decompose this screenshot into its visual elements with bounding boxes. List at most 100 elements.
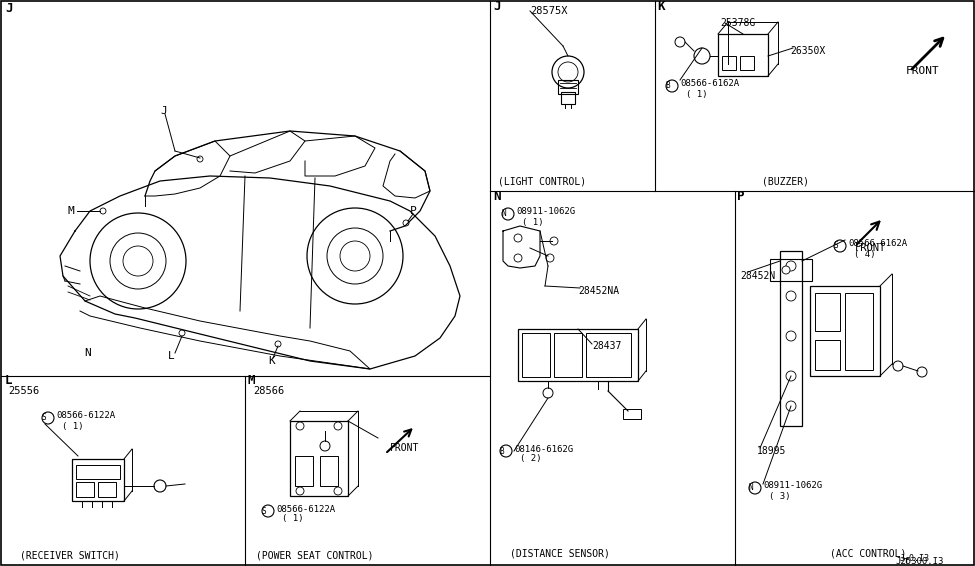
Circle shape (749, 482, 761, 494)
Text: 08146-6162G: 08146-6162G (514, 444, 573, 453)
Circle shape (786, 331, 796, 341)
Bar (561, 92, 575, 104)
Circle shape (275, 341, 281, 347)
Circle shape (327, 228, 383, 284)
Circle shape (179, 330, 185, 336)
Text: 08566-6162A: 08566-6162A (848, 239, 907, 248)
Circle shape (782, 266, 790, 274)
Text: FRONT: FRONT (855, 243, 886, 253)
Bar (320, 456, 338, 486)
Bar (718, 34, 768, 76)
Text: L: L (5, 375, 13, 388)
Bar (295, 456, 313, 486)
Bar (518, 329, 638, 381)
Circle shape (675, 37, 685, 47)
Text: (DISTANCE SENSOR): (DISTANCE SENSOR) (510, 549, 610, 559)
Bar (558, 80, 578, 94)
Text: (LIGHT CONTROL): (LIGHT CONTROL) (498, 177, 586, 187)
Text: FRONT: FRONT (906, 66, 940, 76)
Text: ( 3): ( 3) (769, 491, 791, 500)
Text: N: N (84, 348, 91, 358)
Text: B: B (499, 447, 504, 456)
Circle shape (296, 422, 304, 430)
Circle shape (500, 445, 512, 457)
Text: J25300.I3: J25300.I3 (895, 558, 944, 566)
Circle shape (100, 208, 106, 214)
Bar (586, 333, 631, 377)
Text: K: K (268, 356, 275, 366)
Text: 28575X: 28575X (530, 6, 567, 16)
Text: S: S (834, 242, 838, 251)
Text: 08911-1062G: 08911-1062G (763, 482, 822, 491)
Bar (290, 421, 348, 496)
Circle shape (786, 371, 796, 381)
Circle shape (514, 254, 522, 262)
Circle shape (917, 367, 927, 377)
Text: N: N (749, 483, 754, 492)
Text: ( 1): ( 1) (686, 89, 708, 98)
Text: P: P (410, 206, 416, 216)
Circle shape (694, 48, 710, 64)
Circle shape (262, 505, 274, 517)
Bar (780, 251, 802, 426)
Text: K: K (657, 0, 665, 12)
Circle shape (666, 80, 678, 92)
Text: 28452N: 28452N (740, 271, 775, 281)
Text: J: J (5, 2, 13, 15)
Text: FRONT: FRONT (390, 443, 419, 453)
Bar (72, 459, 124, 501)
Circle shape (42, 412, 54, 424)
Bar (815, 293, 840, 331)
Circle shape (558, 62, 578, 82)
Text: 26350X: 26350X (790, 46, 825, 56)
Circle shape (154, 480, 166, 492)
Text: 28437: 28437 (592, 341, 621, 351)
Bar (554, 333, 582, 377)
Circle shape (786, 261, 796, 271)
Text: ( 2): ( 2) (520, 454, 541, 464)
Bar (98, 482, 116, 497)
Text: ( 1): ( 1) (282, 514, 303, 524)
Text: 08566-6122A: 08566-6122A (56, 411, 115, 421)
Bar (722, 56, 736, 70)
Circle shape (550, 237, 558, 245)
Bar (740, 56, 754, 70)
Text: J: J (160, 106, 167, 116)
Circle shape (197, 156, 203, 162)
Circle shape (543, 388, 553, 398)
Text: L: L (168, 351, 175, 361)
Circle shape (334, 422, 342, 430)
Text: 28452NA: 28452NA (578, 286, 619, 296)
Circle shape (403, 220, 409, 226)
Text: P: P (737, 190, 745, 203)
Bar (815, 340, 840, 370)
Circle shape (834, 240, 846, 252)
Text: J┰0.I3: J┰0.I3 (900, 554, 930, 563)
Text: (ACC CONTROL): (ACC CONTROL) (830, 549, 907, 559)
Text: 08566-6122A: 08566-6122A (276, 504, 335, 513)
Text: (BUZZER): (BUZZER) (761, 177, 808, 187)
Circle shape (514, 234, 522, 242)
Circle shape (90, 213, 186, 309)
Circle shape (546, 254, 554, 262)
Circle shape (786, 291, 796, 301)
Circle shape (786, 401, 796, 411)
Circle shape (296, 487, 304, 495)
Text: (POWER SEAT CONTROL): (POWER SEAT CONTROL) (256, 551, 373, 561)
Text: M: M (248, 375, 255, 388)
Circle shape (502, 208, 514, 220)
Text: 25378G: 25378G (720, 18, 756, 28)
Text: ( 4): ( 4) (854, 250, 876, 259)
Bar (623, 409, 641, 419)
Text: 08911-1062G: 08911-1062G (516, 208, 575, 217)
Circle shape (334, 487, 342, 495)
Text: J: J (493, 0, 500, 12)
Text: S: S (261, 507, 266, 516)
Text: 18995: 18995 (757, 446, 787, 456)
Text: B: B (666, 82, 671, 91)
Text: 25556: 25556 (8, 386, 39, 396)
Bar (810, 286, 880, 376)
Circle shape (320, 441, 330, 451)
Text: 08566-6162A: 08566-6162A (680, 79, 739, 88)
Text: M: M (68, 206, 75, 216)
